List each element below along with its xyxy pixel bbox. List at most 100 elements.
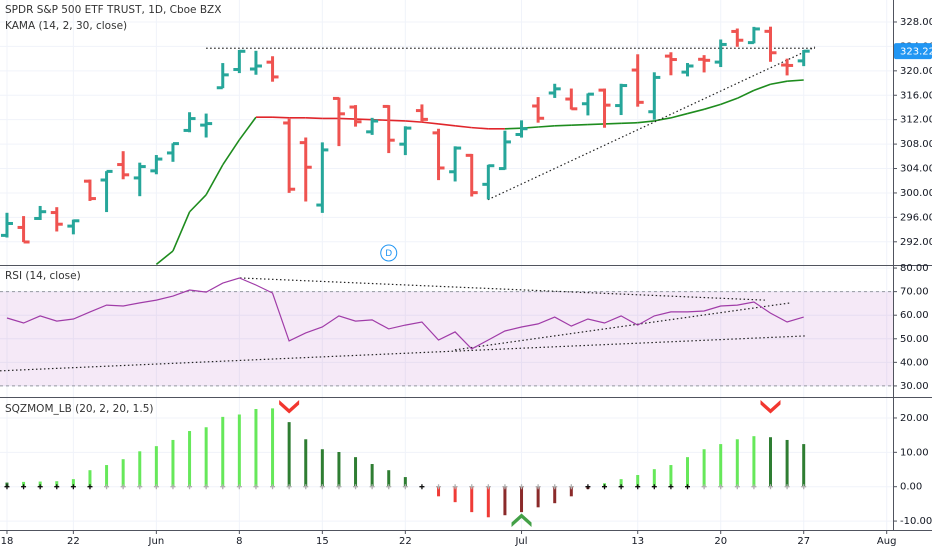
- kama-segment: [687, 108, 705, 115]
- rsi-line: [6, 277, 804, 350]
- x-tick-label: 22: [67, 536, 80, 547]
- kama-segment: [554, 124, 572, 127]
- y-tick-label: 20.00: [900, 413, 929, 424]
- squeeze-dot: [70, 484, 76, 490]
- squeeze-dot: [220, 484, 226, 490]
- kama-segment: [338, 117, 356, 120]
- rsi-legend: RSI (14, close): [5, 270, 81, 282]
- rsi-pane: [0, 277, 893, 387]
- y-tick-label: 60.00: [900, 310, 929, 321]
- y-tick-label: 30.00: [900, 381, 929, 392]
- kama-segment: [405, 120, 422, 123]
- y-tick-label: 80.00: [900, 263, 929, 274]
- kama-segment: [670, 112, 688, 119]
- y-tick-label: 312.00: [900, 115, 932, 126]
- kama-segment: [720, 97, 738, 106]
- x-tick-label: 18: [1, 536, 14, 547]
- kama-segment: [621, 121, 638, 125]
- squeeze-dot: [485, 484, 491, 490]
- x-tick-label: 27: [797, 536, 810, 547]
- y-tick-label: 304.00: [900, 164, 932, 175]
- dividend-marker: [380, 244, 398, 262]
- kama-segment: [172, 211, 191, 252]
- kama-segment: [421, 121, 439, 125]
- squeeze-dot: [602, 484, 608, 490]
- squeeze-dot: [402, 484, 408, 490]
- squeeze-dot: [319, 484, 325, 490]
- squeeze-dot: [37, 484, 43, 490]
- y-tick-label: 300.00: [900, 188, 932, 199]
- squeeze-dot: [187, 484, 193, 490]
- squeeze-dot: [651, 484, 657, 490]
- squeeze-dot: [519, 484, 525, 490]
- signal-arrow: [511, 513, 532, 527]
- squeeze-dot: [236, 484, 242, 490]
- squeeze-dot: [369, 484, 375, 490]
- y-tick-label: 308.00: [900, 139, 932, 150]
- squeeze-dot: [253, 484, 259, 490]
- kama-segment: [205, 164, 224, 196]
- last-price-box: [894, 43, 932, 60]
- y-tick-label: 316.00: [900, 90, 932, 101]
- squeeze-dot: [153, 484, 159, 490]
- kama-legend: KAMA (14, 2, 30, close): [5, 20, 127, 32]
- kama-segment: [388, 119, 406, 122]
- squeeze-dot: [120, 484, 126, 490]
- kama-segment: [504, 127, 522, 130]
- y-tick-label: 70.00: [900, 287, 929, 298]
- squeeze-dot: [137, 484, 143, 490]
- x-tick-label: Jul: [514, 536, 527, 547]
- squeeze-dot: [87, 484, 93, 490]
- kama-segment: [455, 124, 472, 129]
- signal-arrow: [760, 400, 781, 414]
- squeeze-dot: [469, 484, 475, 490]
- kama-segment: [703, 103, 721, 111]
- kama-segment: [188, 194, 207, 213]
- squeeze-dot: [502, 484, 508, 490]
- y-tick-label: 328.00: [900, 17, 932, 28]
- x-tick-label: Jun: [148, 536, 165, 547]
- dividend-label: D: [385, 249, 392, 259]
- kama-segment: [753, 83, 771, 92]
- squeeze-dot: [618, 484, 624, 490]
- squeeze-dot: [718, 484, 724, 490]
- kama-segment: [305, 117, 323, 120]
- kama-segment: [438, 123, 456, 127]
- y-tick-label: 296.00: [900, 212, 932, 223]
- squeeze-dot: [585, 484, 591, 490]
- kama-segment: [770, 80, 788, 86]
- x-tick-label: Aug: [877, 536, 897, 547]
- squeeze-dot: [386, 484, 392, 490]
- x-tick-label: 15: [316, 536, 329, 547]
- squeeze-dot: [21, 484, 27, 490]
- squeeze-dot: [436, 484, 442, 490]
- price-pane: D: [0, 26, 816, 265]
- squeeze-dot: [801, 484, 807, 490]
- x-tick-label: 8: [236, 536, 242, 547]
- squeeze-dot: [668, 484, 674, 490]
- squeeze-dot: [4, 484, 10, 490]
- squeeze-dot: [353, 484, 359, 490]
- kama-segment: [637, 120, 655, 124]
- kama-segment: [587, 123, 605, 126]
- squeeze-dot: [568, 484, 574, 490]
- squeeze-dot: [286, 484, 292, 490]
- labels: SPDR S&P 500 ETF TRUST, 1D, Cboe BZX KAM…: [5, 4, 221, 415]
- kama-segment: [736, 89, 755, 100]
- squeeze-dot: [784, 484, 790, 490]
- kama-segment: [471, 126, 489, 130]
- x-tick-label: 13: [631, 536, 644, 547]
- squeeze-dot: [635, 484, 641, 490]
- kama-segment: [571, 123, 588, 126]
- squeeze-dot: [701, 484, 707, 490]
- squeeze-dot: [685, 484, 691, 490]
- squeeze-dot: [535, 484, 541, 490]
- squeeze-dot: [104, 484, 110, 490]
- kama-segment: [155, 250, 174, 265]
- trend-line: [487, 46, 816, 201]
- y-tick-label: 10.00: [900, 447, 929, 458]
- last-price-label: 323.22: [900, 47, 932, 58]
- squeeze-dot: [552, 484, 558, 490]
- signal-arrow: [279, 400, 300, 414]
